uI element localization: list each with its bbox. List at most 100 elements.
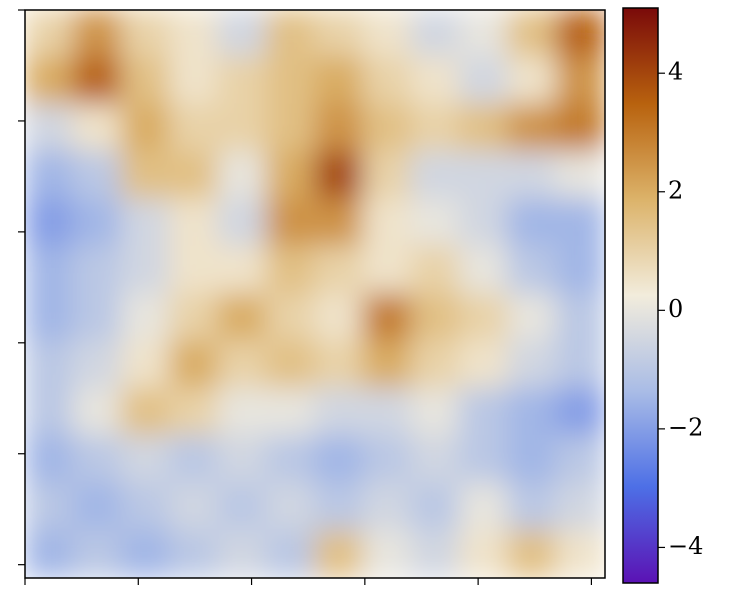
heat-cell [120, 529, 171, 578]
heat-cell [120, 245, 171, 295]
heat-cell [25, 10, 75, 59]
heat-cell [265, 435, 316, 485]
heat-cell [555, 387, 605, 437]
heat-cell [459, 387, 510, 437]
axes: 4 2 0 −2 −4 [18, 9, 703, 585]
heatmap [25, 10, 605, 578]
heat-cell [25, 198, 75, 248]
heat-cell [25, 245, 75, 295]
heat-cell [169, 293, 220, 343]
heat-cell [555, 10, 605, 59]
heat-cell [217, 10, 268, 59]
heat-cell [362, 56, 413, 106]
heat-cell [362, 529, 413, 578]
colorbar-tick-label: 4 [668, 58, 683, 86]
heat-cell [459, 56, 510, 106]
heat-cell [169, 198, 220, 248]
heat-cell [25, 151, 75, 201]
heat-cell [217, 151, 268, 201]
heat-cell [72, 293, 123, 343]
heat-cell [120, 151, 171, 201]
heat-cell [265, 245, 316, 295]
heat-cell [459, 340, 510, 390]
heat-cell [507, 10, 558, 59]
heat-cell [507, 103, 558, 153]
heat-cell [72, 435, 123, 485]
heat-cell [459, 198, 510, 248]
heat-cell [72, 482, 123, 532]
heat-cell [169, 245, 220, 295]
heat-cell [410, 103, 461, 153]
heat-cell [25, 340, 75, 390]
heat-cell [362, 482, 413, 532]
heat-cell [72, 387, 123, 437]
colorbar [622, 7, 659, 584]
heat-cell [507, 340, 558, 390]
heat-cell [362, 435, 413, 485]
heat-cell [555, 56, 605, 106]
heat-cell [507, 198, 558, 248]
heat-cell [459, 103, 510, 153]
heat-cell [410, 10, 461, 59]
heat-cell [25, 56, 75, 106]
heat-cell [314, 151, 365, 201]
heat-cell [555, 482, 605, 532]
heat-cell [314, 10, 365, 59]
heat-cell [555, 151, 605, 201]
heat-cell [507, 435, 558, 485]
heat-cell [555, 293, 605, 343]
heat-cell [265, 198, 316, 248]
heat-cell [410, 435, 461, 485]
heat-cell [120, 340, 171, 390]
heat-cell [314, 435, 365, 485]
heat-cell [507, 293, 558, 343]
heat-cell [169, 103, 220, 153]
heat-cell [120, 10, 171, 59]
colorbar-tick-label: −4 [668, 532, 703, 560]
heat-cell [265, 10, 316, 59]
heat-cell [410, 198, 461, 248]
heat-cell [314, 245, 365, 295]
heat-cell [72, 198, 123, 248]
heat-cell [120, 482, 171, 532]
heat-cell [555, 529, 605, 578]
heat-cell [25, 482, 75, 532]
heat-cell [362, 198, 413, 248]
heat-cell [72, 529, 123, 578]
heat-cell [265, 56, 316, 106]
heat-cell [410, 245, 461, 295]
heat-cell [265, 482, 316, 532]
heat-cell [362, 151, 413, 201]
heat-cell [555, 103, 605, 153]
heat-cell [459, 151, 510, 201]
heat-cell [120, 198, 171, 248]
heat-cell [507, 151, 558, 201]
heat-cell [314, 103, 365, 153]
heat-cell [459, 435, 510, 485]
heat-cell [265, 293, 316, 343]
heat-cell [25, 293, 75, 343]
heat-cell [120, 56, 171, 106]
heat-cell [25, 387, 75, 437]
heat-cell [265, 529, 316, 578]
heat-cell [25, 103, 75, 153]
heat-cell [72, 151, 123, 201]
heat-cell [217, 340, 268, 390]
heat-cell [362, 340, 413, 390]
heat-cell [459, 529, 510, 578]
heat-cell [169, 387, 220, 437]
heat-cell [362, 103, 413, 153]
heat-cell [507, 529, 558, 578]
heat-cell [120, 103, 171, 153]
heat-cell [217, 198, 268, 248]
heat-cell [217, 529, 268, 578]
heat-cell [25, 435, 75, 485]
heat-cell [72, 10, 123, 59]
heat-cell [410, 482, 461, 532]
heat-cell [362, 245, 413, 295]
heat-cell [507, 56, 558, 106]
heat-cell [314, 56, 365, 106]
heat-cell [265, 151, 316, 201]
heat-cell [459, 10, 510, 59]
